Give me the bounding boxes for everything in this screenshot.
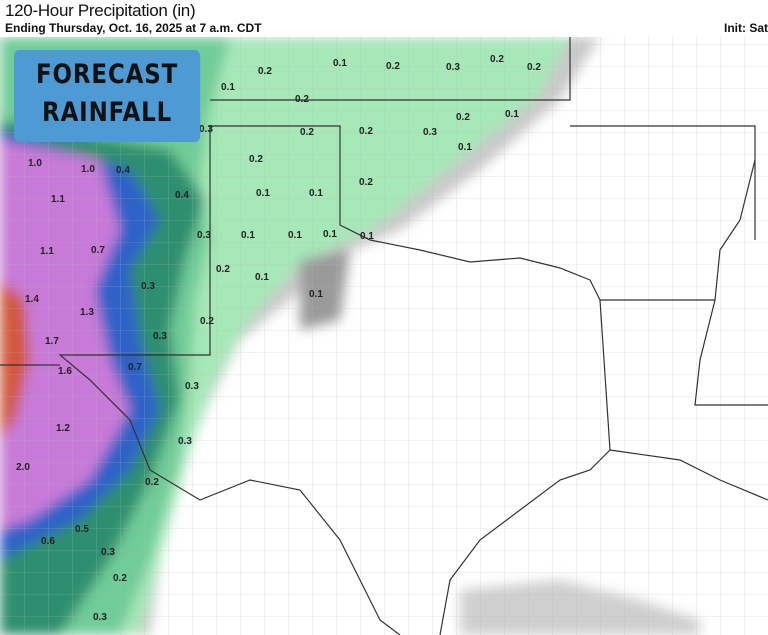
- contour-label: 0.3: [185, 381, 199, 392]
- contour-label: 0.1: [309, 188, 323, 199]
- contour-label: 0.2: [359, 177, 373, 188]
- precipitation-map: 0.1 0.2 0.1 0.2 0.2 0.3 0.2 0.2 0.1 0.2 0.3 0.2 0.2 0…: [0, 37, 768, 635]
- contour-label: 0.4: [175, 190, 189, 201]
- contour-label: 0.2: [145, 477, 159, 488]
- contour-label: 0.5: [75, 524, 89, 535]
- contour-label: 1.1: [51, 194, 65, 205]
- contour-label: 0.2: [295, 94, 309, 105]
- init-time: Init: Sat: [724, 21, 768, 35]
- contour-label: 0.1: [255, 272, 269, 283]
- contour-label: 0.3: [178, 436, 192, 447]
- contour-label: 0.2: [216, 264, 230, 275]
- contour-label: 0.1: [256, 188, 270, 199]
- map-title: 120-Hour Precipitation (in): [5, 1, 196, 20]
- contour-label: 0.4: [116, 165, 130, 176]
- forecast-rainfall-badge: FORECAST RAINFALL: [14, 50, 201, 142]
- contour-label: 0.6: [41, 536, 55, 547]
- map-header: 120-Hour Precipitation (in) Ending Thurs…: [0, 0, 768, 37]
- map-subtitle: Ending Thursday, Oct. 16, 2025 at 7 a.m.…: [5, 21, 262, 35]
- contour-label: 0.3: [153, 331, 167, 342]
- contour-label: 0.2: [300, 127, 314, 138]
- contour-label: 1.0: [81, 164, 95, 175]
- contour-label: 0.3: [446, 62, 460, 73]
- contour-label: 0.3: [101, 547, 115, 558]
- contour-label: 0.1: [333, 58, 347, 69]
- contour-label: 0.2: [258, 66, 272, 77]
- contour-label: 1.6: [58, 366, 72, 377]
- state-borders: [0, 37, 768, 635]
- contour-label: 0.1: [458, 142, 472, 153]
- contour-label: 0.2: [490, 54, 504, 65]
- contour-label: 0.7: [128, 362, 142, 373]
- contour-label: 0.1: [288, 230, 302, 241]
- contour-label: 0.1: [309, 289, 323, 300]
- contour-label: 0.1: [323, 229, 337, 240]
- contour-label: 0.2: [200, 316, 214, 327]
- contour-label: 1.0: [28, 158, 42, 169]
- contour-label: 0.2: [386, 61, 400, 72]
- contour-label: 2.0: [16, 462, 30, 473]
- contour-label: 1.1: [40, 246, 54, 257]
- contour-labels: 0.1 0.2 0.1 0.2 0.2 0.3 0.2 0.2 0.1 0.2 0.3 0.2 0.2 0…: [16, 54, 541, 623]
- contour-label: 0.1: [360, 231, 374, 242]
- contour-label: 0.3: [141, 281, 155, 292]
- contour-label: 0.3: [423, 127, 437, 138]
- contour-label: 0.2: [113, 573, 127, 584]
- badge-line-1: FORECAST: [36, 59, 179, 90]
- contour-label: 0.7: [91, 245, 105, 256]
- badge-line-2: RAINFALL: [42, 97, 173, 128]
- contour-label: 0.2: [527, 62, 541, 73]
- contour-label: 0.2: [249, 154, 263, 165]
- contour-label: 0.3: [199, 124, 213, 135]
- contour-label: 0.1: [221, 82, 235, 93]
- contour-label: 1.3: [80, 307, 94, 318]
- contour-label: 1.2: [56, 423, 70, 434]
- contour-label: 1.4: [25, 294, 39, 305]
- contour-label: 0.1: [241, 230, 255, 241]
- contour-label: 1.7: [45, 336, 59, 347]
- contour-label: 0.2: [456, 112, 470, 123]
- contour-label: 0.3: [197, 230, 211, 241]
- contour-label: 0.3: [93, 612, 107, 623]
- contour-label: 0.1: [505, 109, 519, 120]
- contour-label: 0.2: [359, 126, 373, 137]
